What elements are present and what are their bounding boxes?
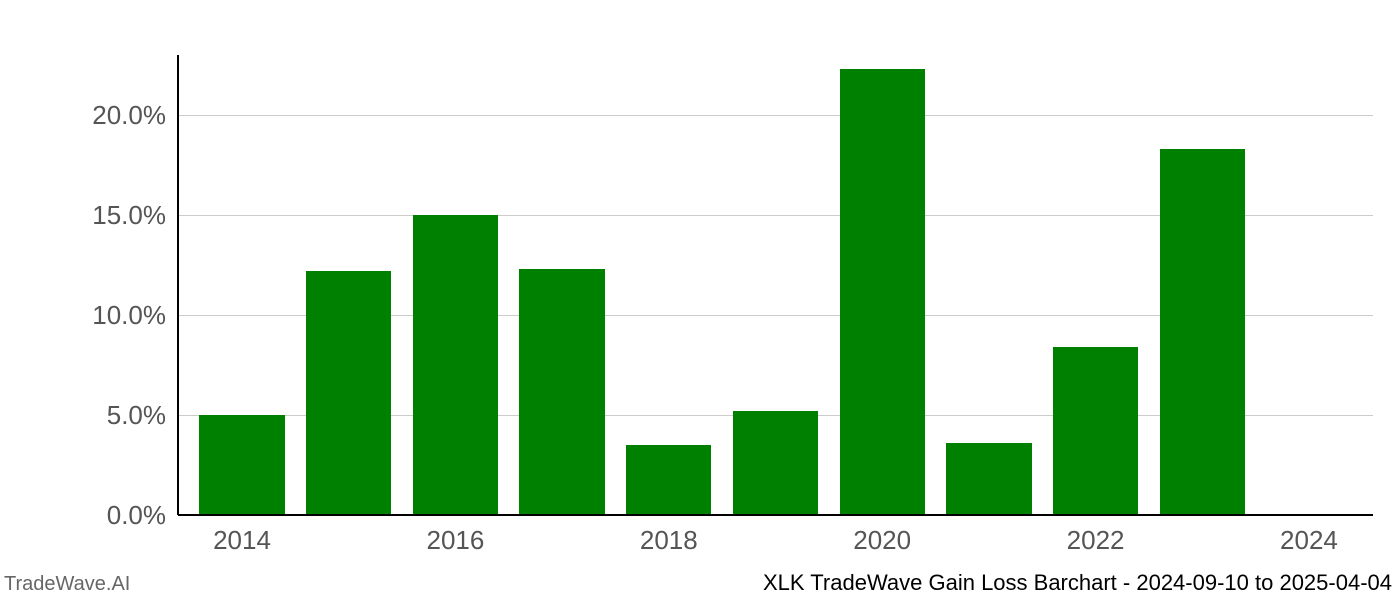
- y-tick-label: 15.0%: [46, 200, 166, 231]
- bar: [306, 271, 391, 515]
- bar: [733, 411, 818, 515]
- y-tick-label: 0.0%: [46, 500, 166, 531]
- bar: [413, 215, 498, 515]
- bar: [946, 443, 1031, 515]
- y-tick-label: 5.0%: [46, 400, 166, 431]
- bar: [1160, 149, 1245, 515]
- x-tick-label: 2016: [405, 525, 505, 556]
- chart-container: TradeWave.AI XLK TradeWave Gain Loss Bar…: [0, 0, 1400, 600]
- bar: [626, 445, 711, 515]
- grid-line: [178, 115, 1373, 116]
- y-axis-line: [177, 55, 179, 515]
- bar: [1053, 347, 1138, 515]
- y-tick-label: 20.0%: [46, 100, 166, 131]
- x-tick-label: 2014: [192, 525, 292, 556]
- x-tick-label: 2020: [832, 525, 932, 556]
- chart-subtitle: XLK TradeWave Gain Loss Barchart - 2024-…: [763, 570, 1392, 596]
- watermark-text: TradeWave.AI: [4, 573, 130, 596]
- x-tick-label: 2024: [1259, 525, 1359, 556]
- bar: [840, 69, 925, 515]
- x-tick-label: 2022: [1046, 525, 1146, 556]
- bar: [519, 269, 604, 515]
- x-tick-label: 2018: [619, 525, 719, 556]
- x-axis-line: [178, 514, 1373, 516]
- y-tick-label: 10.0%: [46, 300, 166, 331]
- bar: [199, 415, 284, 515]
